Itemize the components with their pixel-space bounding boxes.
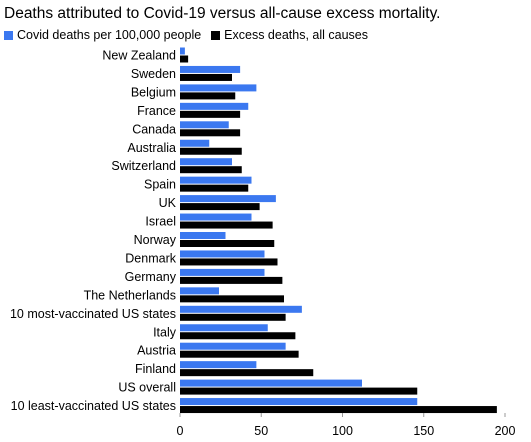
bar-covid-deaths	[180, 84, 257, 92]
x-tick-label: 150	[413, 424, 434, 438]
bar-covid-deaths	[180, 65, 241, 73]
category-label: US overall	[118, 381, 176, 395]
bar-excess-deaths	[180, 73, 232, 81]
category-label: UK	[159, 196, 177, 210]
bar-excess-deaths	[180, 184, 249, 192]
bar-covid-deaths	[180, 195, 276, 203]
legend-label-covid-deaths: Covid deaths per 100,000 people	[17, 28, 202, 42]
bar-covid-deaths	[180, 398, 418, 406]
bar-covid-deaths	[180, 158, 232, 166]
bar-excess-deaths	[180, 166, 242, 174]
category-label: 10 least-vaccinated US states	[11, 399, 176, 413]
category-label: Italy	[153, 325, 177, 339]
bar-excess-deaths	[180, 110, 241, 118]
bar-covid-deaths	[180, 102, 249, 110]
bar-covid-deaths	[180, 305, 302, 313]
bar-covid-deaths	[180, 47, 185, 55]
category-label: Belgium	[131, 85, 176, 99]
bar-covid-deaths	[180, 213, 252, 221]
bar-excess-deaths	[180, 387, 418, 395]
bar-covid-deaths	[180, 176, 252, 184]
bar-excess-deaths	[180, 258, 278, 266]
bar-excess-deaths	[180, 55, 189, 63]
bar-excess-deaths	[180, 295, 284, 303]
legend-item-excess-deaths: Excess deaths, all causes	[211, 28, 368, 42]
x-tick-label: 0	[177, 424, 184, 438]
category-label: Canada	[132, 122, 176, 136]
category-label: Spain	[144, 178, 176, 192]
legend-label-excess-deaths: Excess deaths, all causes	[224, 28, 368, 42]
bar-covid-deaths	[180, 287, 219, 295]
bar-excess-deaths	[180, 240, 275, 247]
legend-swatch-covid-deaths	[4, 30, 13, 40]
bar-excess-deaths	[180, 406, 497, 414]
category-label: Germany	[125, 270, 177, 284]
bar-excess-deaths	[180, 369, 314, 377]
legend-item-covid-deaths: Covid deaths per 100,000 people	[4, 28, 201, 42]
bar-excess-deaths	[180, 203, 260, 211]
category-label: 10 most-vaccinated US states	[10, 307, 176, 321]
bar-excess-deaths	[180, 332, 296, 340]
category-label: Norway	[134, 233, 177, 247]
category-label: Israel	[145, 215, 176, 229]
bar-covid-deaths	[180, 268, 265, 276]
bar-covid-deaths	[180, 232, 226, 239]
category-label: France	[137, 104, 176, 118]
category-label: Sweden	[131, 67, 176, 81]
x-tick-label: 200	[495, 424, 516, 438]
category-label: Denmark	[125, 251, 176, 265]
category-label: Switzerland	[111, 159, 176, 173]
bar-excess-deaths	[180, 129, 241, 137]
bar-covid-deaths	[180, 121, 229, 129]
x-tick-label: 100	[332, 424, 353, 438]
bar-excess-deaths	[180, 147, 242, 155]
bar-excess-deaths	[180, 313, 286, 321]
bar-covid-deaths	[180, 361, 257, 369]
bar-excess-deaths	[180, 350, 299, 358]
bar-covid-deaths	[180, 139, 210, 147]
bar-covid-deaths	[180, 324, 268, 332]
chart-title: Deaths attributed to Covid-19 versus all…	[4, 5, 441, 22]
category-label: New Zealand	[102, 49, 176, 63]
legend-swatch-excess-deaths	[211, 30, 221, 40]
bar-covid-deaths	[180, 250, 265, 258]
x-tick-label: 50	[254, 424, 268, 438]
chart-legend: Covid deaths per 100,000 people Excess d…	[4, 28, 378, 42]
category-label: Austria	[137, 344, 176, 358]
category-label: Australia	[127, 141, 176, 155]
bar-excess-deaths	[180, 276, 283, 284]
bar-covid-deaths	[180, 379, 362, 387]
bar-covid-deaths	[180, 342, 286, 350]
category-label: The Netherlands	[84, 288, 176, 302]
category-label: Finland	[135, 362, 176, 376]
bar-excess-deaths	[180, 221, 273, 229]
bar-excess-deaths	[180, 92, 236, 100]
